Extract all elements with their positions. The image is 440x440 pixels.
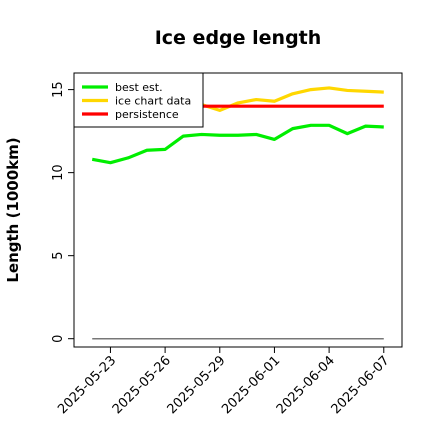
plot-frame [73,72,403,348]
y-axis-label: Length (1000km) [4,137,22,282]
y-tick-label: 10 [51,164,66,181]
y-tick-label: 15 [51,81,66,98]
y-tick-label: 0 [51,335,66,343]
legend-label: persistence [115,108,179,121]
x-tick-label: 2025-06-07 [329,353,393,417]
series-line-best-est- [91,123,384,165]
y-tick-label: 5 [51,252,66,260]
legend-label: best est. [115,81,163,94]
legend-label: ice chart data [115,95,191,108]
chart-title: Ice edge length [155,27,322,49]
